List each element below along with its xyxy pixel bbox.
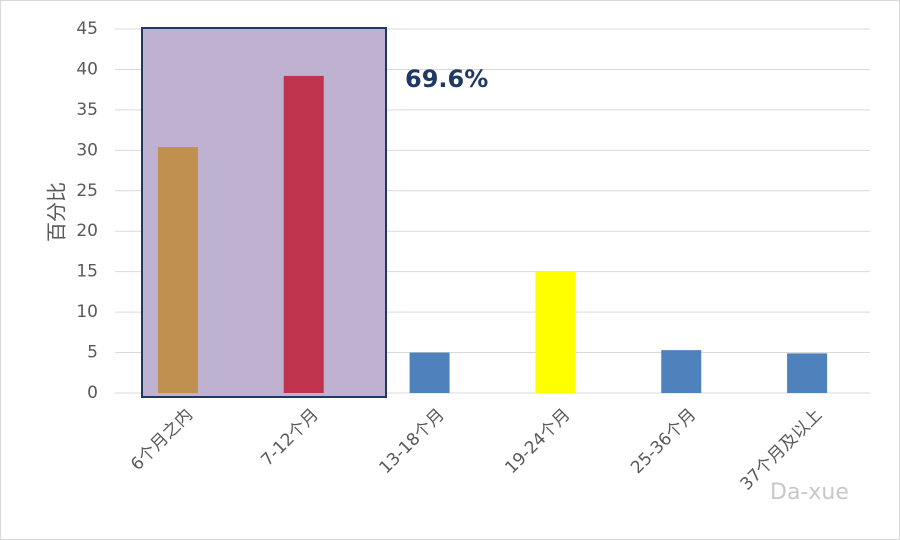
y-tick-label: 25 [76,181,98,201]
y-tick-label: 5 [87,343,98,363]
bar [535,271,576,393]
bar [409,352,450,393]
y-tick-label: 35 [76,100,98,120]
bar [661,350,702,393]
y-tick-label: 20 [76,221,98,241]
annotation: 69.6% [405,65,488,93]
bar [787,353,828,393]
bar [283,75,324,393]
y-tick-label: 10 [76,302,98,322]
y-tick-label: 15 [76,262,98,282]
y-axis-label: 百分比 [45,182,69,242]
y-tick-label: 30 [76,140,98,160]
y-tick-label: 40 [76,59,98,79]
bar [157,147,198,393]
watermark: Da-xue [770,480,849,505]
y-tick-label: 45 [76,19,98,39]
y-tick-label: 0 [87,383,98,403]
